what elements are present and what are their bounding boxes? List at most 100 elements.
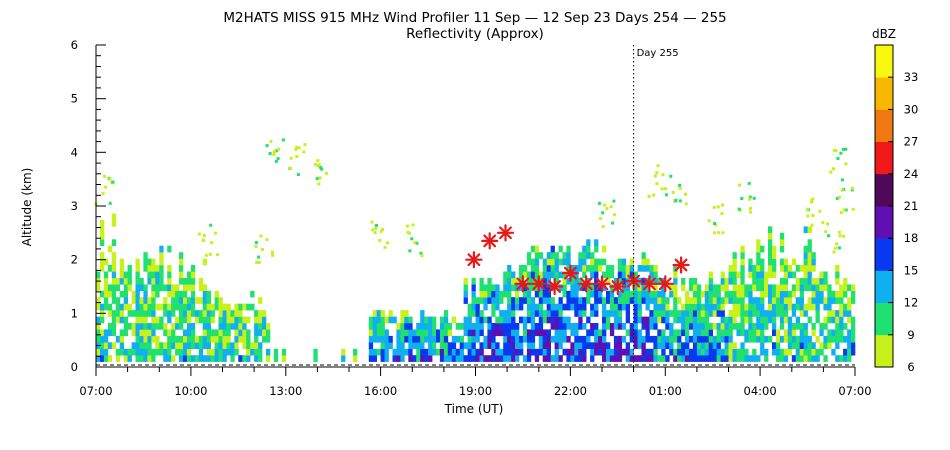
reflectivity-cell — [815, 297, 820, 304]
reflectivity-cell — [400, 316, 405, 324]
reflectivity-cell — [258, 310, 263, 317]
reflectivity-cell — [447, 323, 453, 330]
reflectivity-cell — [432, 316, 437, 324]
reflectivity-cell — [246, 329, 251, 337]
reflectivity-cell — [111, 265, 117, 272]
reflectivity-cell — [740, 252, 745, 259]
reflectivity-cell — [471, 284, 476, 292]
reflectivity-cell — [843, 348, 848, 356]
reflectivity-cell — [838, 234, 842, 238]
reflectivity-cell — [756, 323, 761, 330]
reflectivity-cell — [768, 316, 773, 324]
reflectivity-cell — [736, 290, 741, 298]
reflectivity-cell — [487, 297, 492, 304]
reflectivity-cell — [317, 182, 321, 186]
reflectivity-cell — [487, 290, 492, 298]
reflectivity-cell — [811, 277, 816, 285]
reflectivity-cell — [791, 323, 797, 330]
reflectivity-cell — [851, 290, 856, 298]
reflectivity-cell — [832, 250, 836, 254]
reflectivity-cell — [669, 329, 674, 337]
reflectivity-cell — [558, 271, 563, 279]
reflectivity-cell — [379, 229, 383, 233]
reflectivity-cell — [641, 284, 646, 292]
reflectivity-cell — [538, 310, 544, 317]
reflectivity-cell — [436, 348, 441, 356]
reflectivity-cell — [586, 316, 591, 324]
reflectivity-cell — [258, 348, 263, 356]
reflectivity-cell — [748, 310, 753, 317]
reflectivity-cell — [405, 224, 409, 228]
reflectivity-cell — [491, 310, 496, 317]
reflectivity-cell — [621, 265, 627, 272]
reflectivity-cell — [123, 348, 128, 356]
reflectivity-cell — [103, 303, 109, 311]
reflectivity-cell — [463, 329, 468, 337]
reflectivity-cell — [479, 297, 484, 304]
reflectivity-cell — [783, 284, 789, 292]
reflectivity-cell — [811, 348, 816, 356]
reflectivity-cell — [190, 265, 196, 272]
reflectivity-cell — [586, 335, 591, 343]
reflectivity-cell — [606, 348, 611, 356]
reflectivity-cell — [198, 310, 204, 317]
reflectivity-cell — [558, 316, 563, 324]
reflectivity-cell — [515, 303, 520, 311]
reflectivity-cell — [661, 329, 666, 337]
reflectivity-cell — [428, 342, 433, 349]
reflectivity-cell — [629, 348, 634, 356]
reflectivity-cell — [483, 355, 488, 362]
reflectivity-cell — [570, 284, 575, 292]
reflectivity-cell — [768, 290, 773, 298]
reflectivity-cell — [713, 231, 716, 235]
reflectivity-cell — [511, 355, 516, 362]
reflectivity-cell — [799, 335, 804, 343]
reflectivity-cell — [416, 348, 421, 356]
reflectivity-cell — [795, 355, 800, 362]
reflectivity-cell — [289, 156, 293, 160]
reflectivity-cell — [700, 348, 706, 356]
reflectivity-cell — [641, 258, 646, 266]
reflectivity-cell — [451, 342, 457, 349]
reflectivity-cell — [578, 277, 583, 285]
reflectivity-cell — [768, 310, 773, 317]
reflectivity-cell — [554, 335, 559, 343]
reflectivity-cell — [218, 297, 223, 304]
reflectivity-cell — [408, 329, 413, 337]
reflectivity-cell — [621, 297, 627, 304]
reflectivity-cell — [503, 323, 508, 330]
reflectivity-cell — [851, 348, 856, 356]
reflectivity-cell — [728, 290, 733, 298]
asterisk-marker — [530, 275, 548, 293]
reflectivity-cell — [210, 316, 215, 324]
reflectivity-cell — [550, 310, 555, 317]
reflectivity-field — [94, 138, 856, 362]
x-tick-label: 10:00 — [174, 384, 207, 398]
reflectivity-cell — [147, 258, 152, 266]
reflectivity-cell — [827, 234, 831, 238]
reflectivity-cell — [167, 348, 172, 356]
reflectivity-cell — [238, 355, 243, 362]
reflectivity-cell — [218, 335, 223, 343]
reflectivity-cell — [625, 265, 630, 272]
reflectivity-cell — [507, 310, 512, 317]
reflectivity-cell — [273, 355, 279, 362]
reflectivity-cell — [214, 303, 219, 311]
reflectivity-cell — [384, 316, 389, 324]
reflectivity-cell — [404, 335, 409, 343]
reflectivity-cell — [590, 348, 595, 356]
reflectivity-cell — [574, 303, 579, 311]
reflectivity-cell — [708, 297, 713, 304]
reflectivity-cell — [558, 335, 563, 343]
reflectivity-cell — [692, 329, 698, 337]
reflectivity-cell — [507, 316, 512, 324]
reflectivity-cell — [617, 290, 623, 298]
reflectivity-cell — [487, 335, 492, 343]
reflectivity-cell — [258, 316, 263, 324]
reflectivity-cell — [811, 355, 816, 362]
reflectivity-cell — [689, 316, 694, 324]
reflectivity-cell — [752, 297, 757, 304]
reflectivity-cell — [503, 271, 508, 279]
reflectivity-cell — [696, 310, 702, 317]
reflectivity-cell — [372, 323, 377, 330]
